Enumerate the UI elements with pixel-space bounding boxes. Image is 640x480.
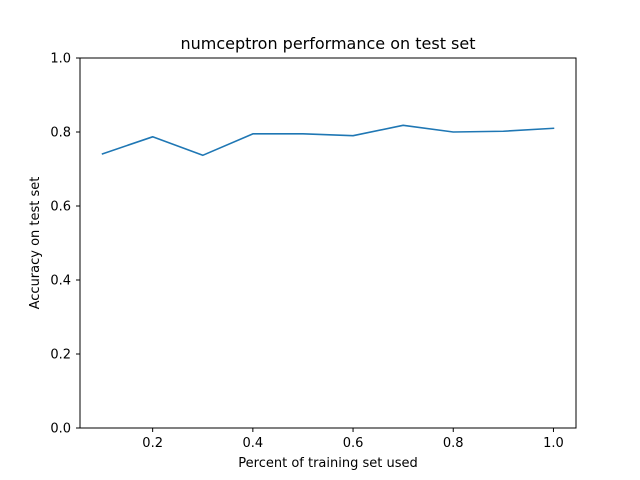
plot-area: 0.2 0.4 0.6 0.8 1.0 0.0 0.2 0.4 0.6 0.8 1.0: [50, 52, 577, 451]
y-tick-label: 0.2: [50, 348, 71, 363]
y-tick-label: 0.4: [50, 274, 71, 289]
chart-title: numceptron performance on test set: [180, 34, 475, 53]
x-axis-label: Percent of training set used: [238, 456, 417, 471]
plot-frame: [79, 57, 577, 429]
y-tick-label: 0.0: [50, 422, 71, 437]
series-line: [101, 124, 555, 157]
y-tick-label: 1.0: [50, 52, 71, 67]
x-tick-label: 1.0: [543, 436, 564, 451]
x-axis-ticks: 0.2 0.4 0.6 0.8 1.0: [142, 428, 564, 451]
x-tick-label: 0.4: [243, 436, 264, 451]
series-layer: [101, 124, 555, 157]
x-tick-label: 0.8: [443, 436, 464, 451]
x-tick-label: 0.2: [142, 436, 163, 451]
x-tick-label: 0.6: [343, 436, 364, 451]
y-axis-label: Accuracy on test set: [28, 177, 43, 310]
y-tick-label: 0.8: [50, 126, 71, 141]
y-axis-ticks: 0.0 0.2 0.4 0.6 0.8 1.0: [50, 52, 80, 437]
y-tick-label: 0.6: [50, 200, 71, 215]
